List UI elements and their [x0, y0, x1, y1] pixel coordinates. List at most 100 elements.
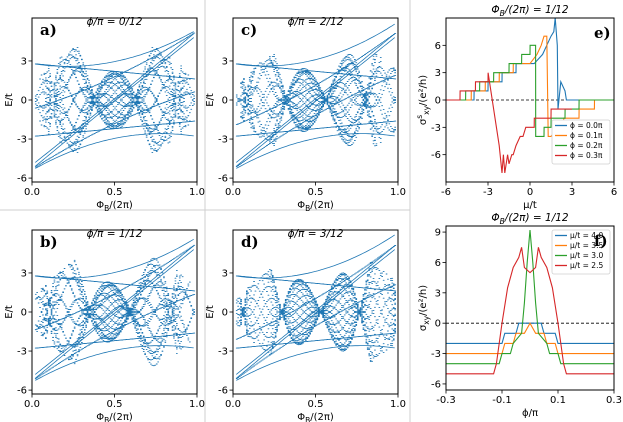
band-points — [34, 32, 196, 168]
spectrum-points — [34, 238, 196, 381]
x-tick-label: -3 — [483, 187, 493, 198]
y-tick-label: -6 — [218, 386, 228, 397]
x-axis-label: ΦB/(2π) — [96, 412, 133, 422]
chart-title: ϕ/π = 2/12 — [288, 16, 344, 28]
y-tick-label: 0 — [435, 96, 441, 107]
chart-title: ΦB/(2π) = 1/12 — [491, 4, 569, 18]
y-axis-label: σsxy/(e²/h) — [415, 75, 431, 125]
x-axis-label: ΦB/(2π) — [297, 200, 334, 213]
series-line-3 — [446, 229, 614, 365]
panel-e: ϕ = 0.0πϕ = 0.1πϕ = 0.2πϕ = 0.3π -6 -3 0 3 6 6… — [415, 4, 617, 211]
series-line-4 — [446, 247, 614, 375]
band-edge — [236, 245, 395, 375]
band-edge — [236, 37, 395, 167]
panel-letter: c) — [241, 21, 257, 39]
x-tick-label: 0.5 — [107, 399, 123, 410]
x-tick-label: -6 — [441, 187, 451, 198]
x-tick-label: 1.0 — [189, 399, 205, 410]
y-axis-label: E/t — [4, 305, 15, 319]
panel-letter: e) — [594, 24, 611, 42]
x-tick-label: 0.5 — [107, 187, 123, 198]
band-points — [235, 245, 397, 379]
legend-entry: ϕ = 0.2π — [570, 141, 603, 150]
x-tick-label: 0 — [527, 187, 533, 198]
y-axis-label: E/t — [205, 93, 216, 107]
band-edge — [35, 31, 194, 67]
band-points — [235, 32, 397, 168]
band-edge — [35, 249, 194, 379]
band-edge — [35, 238, 194, 279]
legend-entry: ϕ = 0.3π — [570, 151, 603, 160]
y-tick-label: 3 — [435, 68, 441, 79]
y-tick-label: 3 — [222, 56, 228, 67]
band-edge — [35, 245, 194, 375]
spectrum-points — [34, 31, 196, 169]
band-edge — [236, 23, 395, 67]
chart-title: ΦB/(2π) = 1/12 — [491, 212, 569, 226]
y-tick-label: -6 — [17, 386, 27, 397]
x-tick-label: 0.0 — [225, 187, 241, 198]
band-edge — [236, 133, 395, 169]
legend-entry: ϕ = 0.1π — [570, 131, 603, 140]
band-edge — [35, 37, 194, 167]
series-line-1 — [446, 18, 603, 110]
legend-entry: μ/t = 4.0 — [570, 231, 603, 240]
spectrum-points — [235, 234, 397, 381]
x-tick-label: 0.1 — [550, 395, 566, 406]
y-tick-label: 3 — [435, 288, 441, 299]
y-tick-label: -3 — [218, 347, 228, 358]
x-axis-label: ΦB/(2π) — [297, 412, 334, 422]
legend-box — [551, 229, 611, 275]
series-line-2 — [446, 35, 614, 137]
panel-d: 0.0 0.5 1.0 3 0 -3 -6 ϕ/π = 3/12 ΦB/(2π) E/t d) — [205, 228, 406, 422]
x-tick-label: 6 — [611, 187, 617, 198]
x-tick-label: -0.1 — [492, 395, 512, 406]
x-axis-label: μ/t — [523, 200, 537, 211]
y-tick-label: -6 — [431, 150, 441, 161]
y-tick-label: -3 — [431, 123, 441, 134]
legend-entry: μ/t = 3.5 — [570, 241, 603, 250]
panel-f: μ/t = 4.0μ/t = 3.5μ/t = 3.0μ/t = 2.5 -0.3… — [418, 212, 622, 419]
panel-b: 0.0 0.5 1.0 3 0 -3 -6 ϕ/π = 1/12 ΦB/(2π) E/t b) — [4, 228, 205, 422]
x-tick-label: 1.0 — [390, 187, 406, 198]
band-edge — [35, 133, 194, 169]
legend-entry: μ/t = 2.5 — [570, 261, 603, 270]
series-line-2 — [446, 322, 614, 355]
panel-letter: f) — [594, 232, 608, 250]
spectrum-points — [235, 23, 397, 169]
y-axis-label: E/t — [205, 305, 216, 319]
y-tick-label: -6 — [218, 174, 228, 185]
panel-a: 0.0 0.5 1.0 3 0 -3 -6 ϕ/π = 0/12 ΦB/(2π) E/t a) — [4, 16, 205, 213]
panel-c: 0.0 0.5 1.0 3 0 -3 -6 ϕ/π = 2/12 ΦB/(2π) E/t c) — [205, 16, 406, 213]
x-tick-label: 3 — [569, 187, 575, 198]
legend-entry: ϕ = 0.0π — [570, 121, 603, 130]
y-tick-label: -6 — [431, 379, 441, 390]
x-tick-label: 0.0 — [24, 399, 40, 410]
x-tick-label: 0.5 — [308, 399, 324, 410]
y-tick-label: -3 — [17, 135, 27, 146]
x-tick-label: 0.0 — [24, 187, 40, 198]
x-tick-label: 1.0 — [189, 187, 205, 198]
y-tick-label: -6 — [17, 174, 27, 185]
y-tick-label: -3 — [431, 349, 441, 360]
panel-letter: d) — [241, 233, 259, 251]
x-axis-label: ϕ/π — [522, 408, 538, 419]
panel-letter: b) — [40, 233, 58, 251]
x-tick-label: 1.0 — [390, 399, 406, 410]
y-tick-label: 0 — [222, 308, 228, 319]
band-edge — [236, 345, 395, 381]
legend: ϕ = 0.0πϕ = 0.1πϕ = 0.2πϕ = 0.3π — [551, 119, 611, 165]
band-edge — [236, 33, 395, 163]
chart-title: ϕ/π = 1/12 — [87, 228, 143, 240]
y-tick-label: 3 — [21, 56, 27, 67]
y-tick-label: 3 — [222, 268, 228, 279]
series-line-4 — [446, 72, 572, 173]
legend-entry: μ/t = 3.0 — [570, 251, 603, 260]
band-edge — [35, 345, 194, 381]
chart-title: ϕ/π = 0/12 — [87, 16, 143, 28]
legend-box — [551, 119, 611, 165]
chart-title: ϕ/π = 3/12 — [288, 228, 344, 240]
series-line-3 — [446, 44, 614, 137]
band-edge — [236, 249, 395, 379]
